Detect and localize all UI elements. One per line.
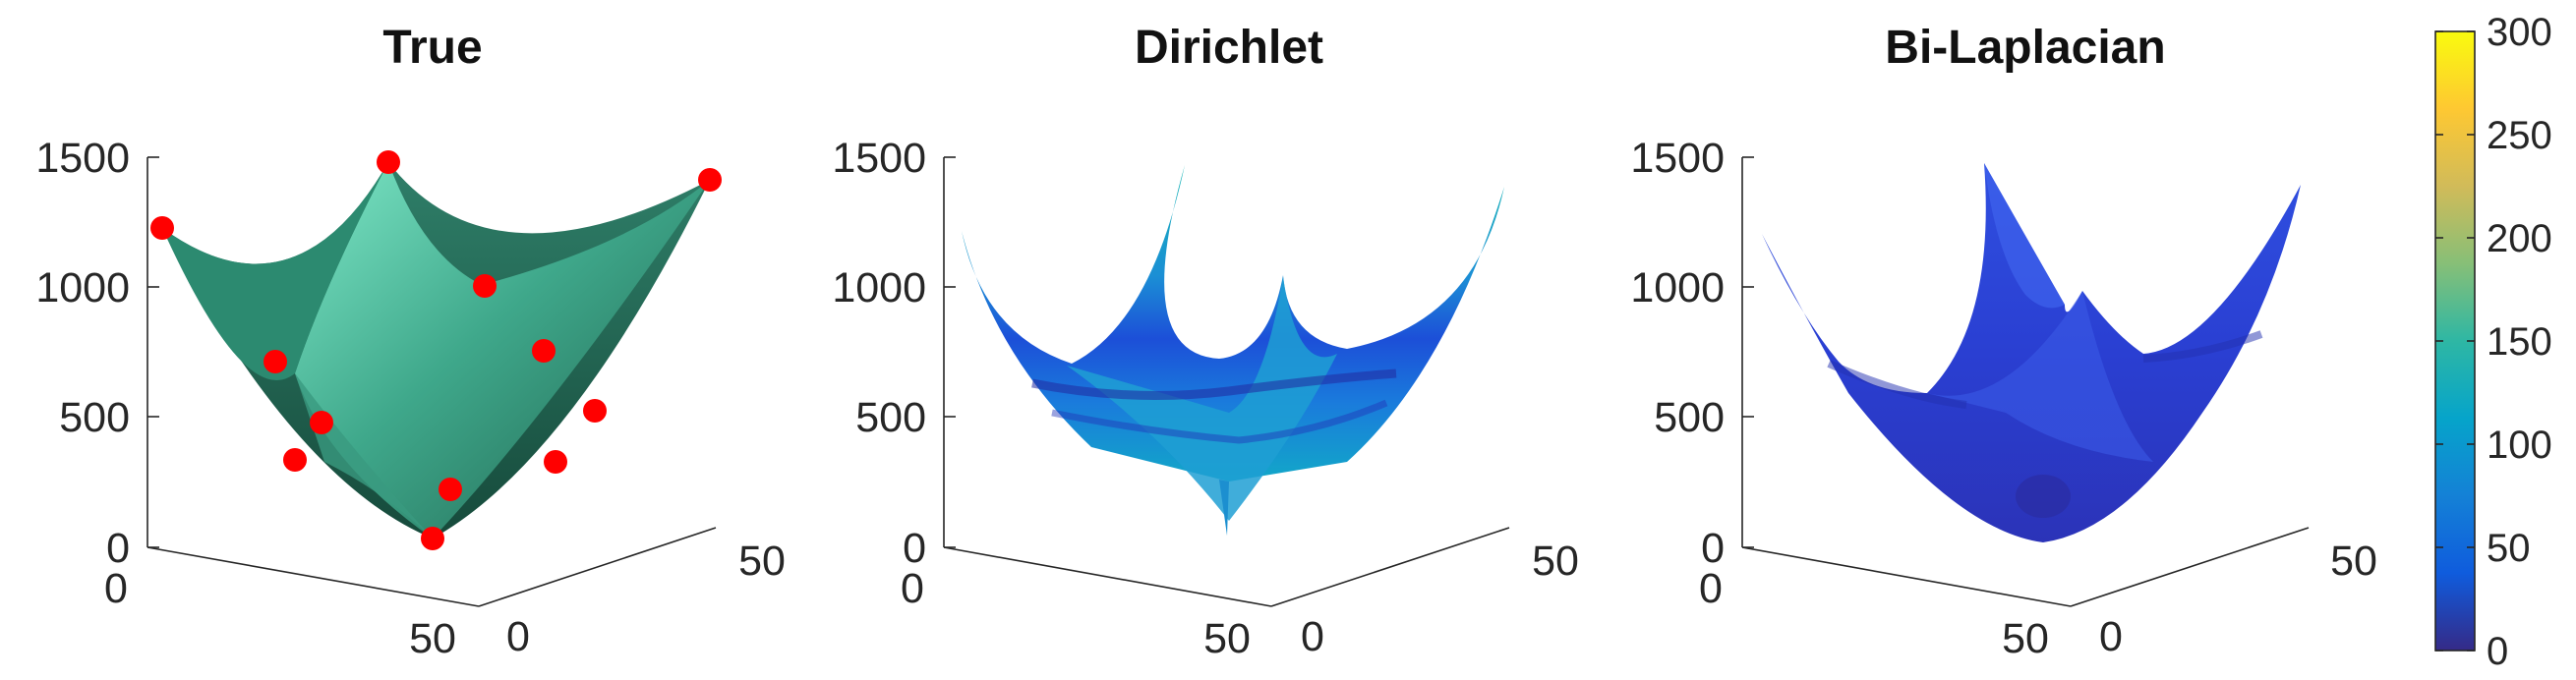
z-ticks: 0 500 1000 1500: [35, 135, 159, 572]
colorbar: 0 50 100 150 200 250 300: [2434, 11, 2552, 673]
y-tick-label: 50: [1532, 538, 1579, 585]
sample-point: [583, 399, 607, 423]
sample-point: [532, 339, 556, 363]
x-tick-label: 0: [104, 565, 128, 612]
sample-point: [283, 448, 307, 472]
x-axis: [943, 546, 1272, 607]
y-axis: [478, 527, 717, 607]
x-tick-label: 50: [409, 615, 456, 662]
sample-point: [310, 411, 333, 434]
z-tick-label: 1000: [832, 264, 926, 312]
colorbar-tick-label: 0: [2487, 630, 2508, 673]
sample-point: [150, 216, 174, 240]
z-tick-label: 1500: [832, 135, 926, 182]
z-ticks: 0 500 1000 1500: [832, 135, 956, 572]
colorbar-tick-label: 300: [2487, 11, 2552, 54]
z-tick-label: 0: [106, 525, 130, 572]
sample-point: [263, 350, 287, 373]
sample-point: [421, 527, 444, 550]
dirichlet-surface: [962, 165, 1504, 536]
z-tick-label: 1500: [1630, 135, 1725, 182]
y-tick-label: 0: [1301, 613, 1324, 660]
y-tick-label: 0: [506, 613, 530, 660]
sample-point: [698, 168, 722, 192]
z-tick-label: 500: [1654, 394, 1725, 441]
y-tick-label: 50: [738, 538, 786, 585]
z-tick-label: 1500: [35, 135, 130, 182]
z-tick-label: 1000: [35, 264, 130, 312]
panel-title: Bi-Laplacian: [1885, 22, 2165, 74]
z-tick-label: 500: [855, 394, 926, 441]
panel-title: Dirichlet: [1135, 22, 1323, 74]
sample-point: [544, 450, 567, 474]
x-axis: [1741, 546, 2072, 607]
sample-point: [439, 478, 462, 501]
sample-point: [377, 150, 400, 174]
true-surface: [162, 162, 710, 538]
y-tick-label: 50: [2330, 538, 2377, 585]
z-tick-label: 0: [903, 525, 926, 572]
z-tick-label: 1000: [1630, 264, 1725, 312]
x-tick-label: 50: [2002, 615, 2049, 662]
y-axis: [2070, 527, 2310, 607]
panel-dirichlet: Dirichlet 0 500 1000 1500 0 50 0 50: [832, 22, 1579, 662]
colorbar-tick-label: 150: [2487, 320, 2552, 364]
y-axis: [1270, 527, 1510, 607]
colorbar-tick-label: 200: [2487, 217, 2552, 260]
panel-title: True: [382, 22, 482, 74]
sample-markers: [150, 150, 722, 550]
x-axis: [146, 546, 480, 607]
colorbar-tick-label: 50: [2487, 527, 2531, 570]
colorbar-tick-label: 250: [2487, 114, 2552, 157]
z-tick-label: 500: [59, 394, 130, 441]
panel-bilaplacian: Bi-Laplacian 0 500 1000 1500 0 50 0 50: [1630, 22, 2377, 662]
x-tick-label: 50: [1203, 615, 1251, 662]
colorbar-tick-label: 100: [2487, 424, 2552, 467]
colorbar-ticks: 0 50 100 150 200 250 300: [2435, 11, 2552, 673]
y-tick-label: 0: [2099, 613, 2123, 660]
z-tick-label: 0: [1701, 525, 1725, 572]
x-tick-label: 0: [901, 565, 924, 612]
panel-true: True 0 500 1000 1500 0 50 0 50: [35, 22, 786, 662]
x-tick-label: 0: [1699, 565, 1723, 612]
sample-point: [473, 274, 497, 298]
z-ticks: 0 500 1000 1500: [1630, 135, 1754, 572]
bilaplacian-surface: [1762, 163, 2301, 542]
